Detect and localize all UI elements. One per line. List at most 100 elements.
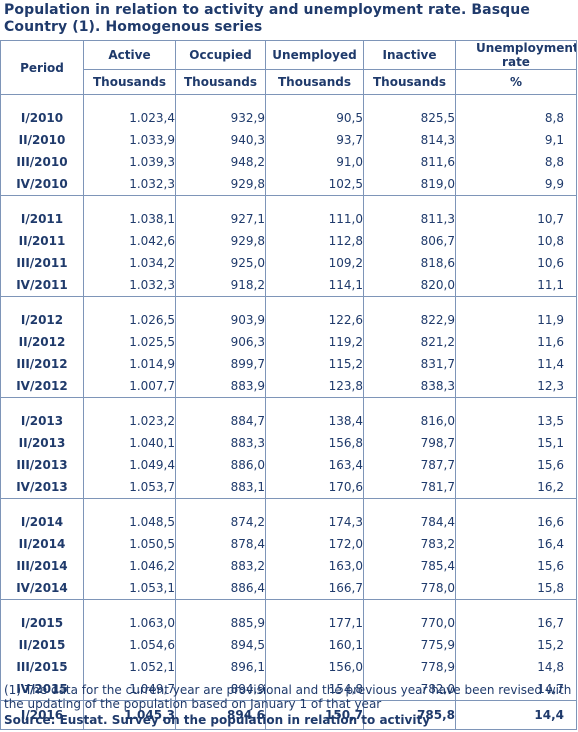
group-spacer [0, 498, 577, 511]
cell-unemployed: 163,4 [265, 454, 364, 476]
unit-unemployed: Thousands [265, 69, 364, 95]
cell-active: 1.053,1 [83, 577, 176, 600]
unit-active: Thousands [83, 69, 176, 95]
cell-active: 1.050,5 [83, 533, 176, 555]
cell-rate: 10,6 [455, 252, 577, 274]
cell-active: 1.038,1 [83, 208, 176, 230]
cell-rate: 8,8 [455, 151, 577, 173]
cell-period: III/2013 [0, 454, 84, 476]
cell-period: II/2013 [0, 432, 84, 454]
cell-rate: 12,3 [455, 375, 577, 398]
table-row: III/2012 1.014,9 899,7 115,2 831,7 11,4 [0, 353, 577, 375]
cell-occupied: 906,3 [175, 331, 266, 353]
spacer-cell [83, 195, 176, 208]
cell-period: I/2010 [0, 107, 84, 129]
cell-period: IV/2012 [0, 375, 84, 398]
cell-occupied: 927,1 [175, 208, 266, 230]
cell-period: II/2011 [0, 230, 84, 252]
cell-rate: 10,7 [455, 208, 577, 230]
cell-inactive: 778,9 [363, 656, 456, 678]
cell-unemployed: 156,0 [265, 656, 364, 678]
cell-rate: 8,8 [455, 107, 577, 129]
cell-occupied: 878,4 [175, 533, 266, 555]
cell-occupied: 894,9 [175, 678, 266, 701]
cell-unemployed: 109,2 [265, 252, 364, 274]
spacer-cell [265, 296, 364, 309]
cell-active: 1.053,7 [83, 476, 176, 499]
cell-active: 1.034,2 [83, 252, 176, 274]
cell-unemployed: 172,0 [265, 533, 364, 555]
cell-inactive: 781,7 [363, 476, 456, 499]
cell-inactive: 811,3 [363, 208, 456, 230]
cell-unemployed: 123,8 [265, 375, 364, 398]
cell-occupied: 884,7 [175, 410, 266, 432]
population-table: Period Active Occupied Unemployed Inacti… [0, 40, 577, 730]
cell-occupied: 886,0 [175, 454, 266, 476]
header-occupied: Occupied [175, 40, 266, 70]
spacer-cell [363, 195, 456, 208]
table-row: III/2010 1.039,3 948,2 91,0 811,6 8,8 [0, 151, 577, 173]
table-row: III/2013 1.049,4 886,0 163,4 787,7 15,6 [0, 454, 577, 476]
spacer-cell [0, 296, 84, 309]
spacer-cell [455, 94, 577, 107]
cell-active: 1.063,0 [83, 612, 176, 634]
spacer-cell [175, 296, 266, 309]
cell-occupied: 918,2 [175, 274, 266, 297]
cell-inactive: 806,7 [363, 230, 456, 252]
spacer-cell [265, 94, 364, 107]
cell-rate: 14,8 [455, 656, 577, 678]
table-row: III/2015 1.052,1 896,1 156,0 778,9 14,8 [0, 656, 577, 678]
spacer-cell [175, 195, 266, 208]
cell-active: 1.049,4 [83, 454, 176, 476]
header-unemployment-rate: Unemployment rate [455, 40, 577, 70]
cell-unemployed: 91,0 [265, 151, 364, 173]
cell-inactive: 798,7 [363, 432, 456, 454]
cell-active: 1.014,9 [83, 353, 176, 375]
cell-rate: 11,9 [455, 309, 577, 331]
spacer-cell [265, 397, 364, 410]
table-row: IV/2013 1.053,7 883,1 170,6 781,7 16,2 [0, 476, 577, 499]
cell-inactive: 785,4 [363, 555, 456, 577]
cell-occupied: 929,8 [175, 230, 266, 252]
cell-unemployed: 115,2 [265, 353, 364, 375]
cell-active: 1.025,5 [83, 331, 176, 353]
cell-rate: 15,6 [455, 555, 577, 577]
table-row: II/2015 1.054,6 894,5 160,1 775,9 15,2 [0, 634, 577, 656]
table-row: II/2014 1.050,5 878,4 172,0 783,2 16,4 [0, 533, 577, 555]
cell-period: I/2016 [0, 700, 84, 730]
table-row: I/2013 1.023,2 884,7 138,4 816,0 13,5 [0, 410, 577, 432]
spacer-cell [265, 599, 364, 612]
cell-rate: 15,8 [455, 577, 577, 600]
cell-rate: 16,6 [455, 511, 577, 533]
cell-period: I/2013 [0, 410, 84, 432]
table-row: II/2011 1.042,6 929,8 112,8 806,7 10,8 [0, 230, 577, 252]
group-spacer [0, 599, 577, 612]
header-unemployment-rate-label: Unemployment rate [476, 41, 577, 70]
cell-inactive: 821,2 [363, 331, 456, 353]
spacer-cell [83, 498, 176, 511]
cell-active: 1.026,5 [83, 309, 176, 331]
cell-occupied: 929,8 [175, 173, 266, 196]
cell-rate: 15,1 [455, 432, 577, 454]
cell-occupied: 925,0 [175, 252, 266, 274]
footnote: (1) The data for the current year are pr… [4, 683, 572, 711]
cell-active: 1.007,7 [83, 375, 176, 398]
cell-rate: 14,4 [455, 700, 577, 730]
cell-active: 1.023,2 [83, 410, 176, 432]
cell-unemployed: 170,6 [265, 476, 364, 499]
spacer-cell [83, 296, 176, 309]
cell-unemployed: 102,5 [265, 173, 364, 196]
cell-period: IV/2010 [0, 173, 84, 196]
cell-period: III/2012 [0, 353, 84, 375]
table-row: I/2012 1.026,5 903,9 122,6 822,9 11,9 [0, 309, 577, 331]
cell-unemployed: 166,7 [265, 577, 364, 600]
cell-active: 1.033,9 [83, 129, 176, 151]
cell-occupied: 883,2 [175, 555, 266, 577]
table-row: II/2012 1.025,5 906,3 119,2 821,2 11,6 [0, 331, 577, 353]
cell-rate: 14,7 [455, 678, 577, 701]
cell-inactive: 820,0 [363, 274, 456, 297]
table-row: I/2015 1.063,0 885,9 177,1 770,0 16,7 [0, 612, 577, 634]
cell-unemployed: 138,4 [265, 410, 364, 432]
cell-rate: 16,2 [455, 476, 577, 499]
